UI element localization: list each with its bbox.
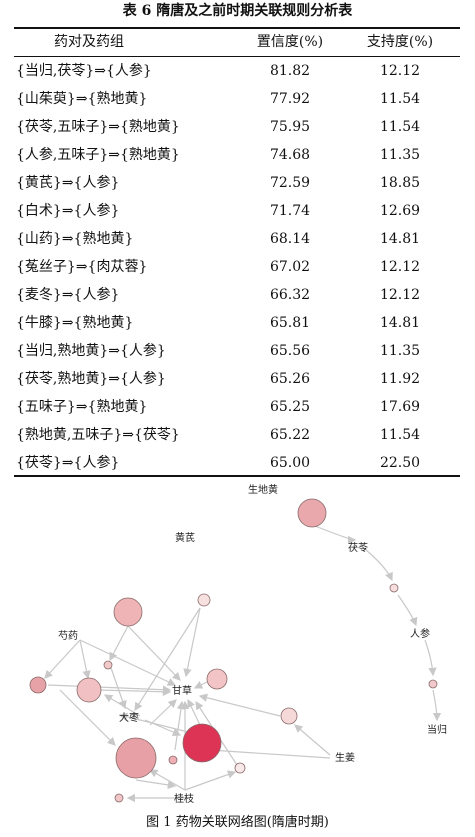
header-cell: 支持度(%)	[366, 34, 434, 50]
header-cell: 置信度(%)	[256, 34, 324, 50]
table-cell: {菟丝子}⇒{肉苁蓉}	[16, 259, 148, 275]
table-title: 表 6 隋唐及之前时期关联规则分析表	[122, 3, 353, 19]
table-cell: 65.22	[269, 427, 311, 443]
table-cell: 12.12	[379, 63, 421, 79]
table-cell: 81.82	[269, 63, 311, 79]
node	[297, 498, 327, 528]
table-cell: 66.32	[269, 287, 311, 303]
table-cell: 22.50	[379, 455, 421, 471]
bottom-rule	[14, 475, 460, 477]
table-cell: 14.81	[379, 231, 421, 247]
table-cell: {麦冬}⇒{人参}	[16, 287, 120, 303]
table-cell: 75.95	[269, 119, 311, 135]
header-rule	[14, 56, 460, 57]
table-cell: {五味子}⇒{熟地黄}	[16, 399, 148, 415]
table-cell: 11.54	[379, 119, 421, 135]
node-label: 茯苓	[348, 541, 368, 554]
table-cell: 67.02	[269, 259, 311, 275]
table-cell: 17.69	[379, 399, 421, 415]
table-cell: 12.12	[379, 287, 421, 303]
table-cell: 77.92	[269, 91, 311, 107]
table-cell: {当归,茯苓}⇒{人参}	[16, 63, 152, 79]
table-cell: 14.81	[379, 315, 421, 331]
table-cell: 65.81	[269, 315, 311, 331]
node	[197, 593, 211, 607]
node	[115, 737, 157, 779]
table-cell: {黄芪}⇒{人参}	[16, 175, 120, 191]
header-cell: 药对及药组	[54, 34, 124, 50]
node	[182, 723, 222, 763]
table-cell: {熟地黄,五味子}⇒{茯苓}	[16, 427, 180, 443]
table-cell: 71.74	[269, 203, 311, 219]
node	[29, 676, 47, 694]
node	[234, 762, 246, 774]
node-label: 当归	[427, 723, 447, 736]
node-label: 芍药	[58, 629, 78, 642]
table-cell: 68.14	[269, 231, 311, 247]
node-label: 桂枝	[174, 792, 194, 805]
table-cell: {牛膝}⇒{熟地黄}	[16, 315, 134, 331]
table-cell: 12.69	[379, 203, 421, 219]
table-cell: 18.85	[379, 175, 421, 191]
node-label: 生姜	[335, 751, 355, 764]
table-cell: 11.54	[379, 427, 421, 443]
node-label: 大枣	[119, 711, 139, 724]
table-cell: 65.26	[269, 371, 311, 387]
node	[168, 755, 178, 765]
top-rule	[14, 27, 460, 29]
node	[428, 679, 438, 689]
table-cell: {茯苓}⇒{人参}	[16, 455, 120, 471]
table-cell: {茯苓,熟地黄}⇒{人参}	[16, 371, 166, 387]
table-cell: {山药}⇒{熟地黄}	[16, 231, 134, 247]
table-cell: 74.68	[269, 147, 311, 163]
table-cell: {茯苓,五味子}⇒{熟地黄}	[16, 119, 180, 135]
table-cell: 11.35	[379, 147, 421, 163]
figure-caption: 图 1 药物关联网络图(隋唐时期)	[146, 815, 329, 830]
node	[103, 660, 113, 670]
node-label: 甘草	[172, 684, 192, 697]
node	[206, 668, 228, 690]
nodes	[29, 498, 438, 803]
node-label: 人参	[410, 627, 430, 640]
node-label: 生地黄	[248, 483, 278, 496]
table-cell: {人参,五味子}⇒{熟地黄}	[16, 147, 180, 163]
table-cell: 72.59	[269, 175, 311, 191]
edges	[44, 521, 442, 803]
table-cell: {当归,熟地黄}⇒{人参}	[16, 343, 166, 359]
table-cell: 65.00	[269, 455, 311, 471]
table-cell: 11.54	[379, 91, 421, 107]
table-cell: {山茱萸}⇒{熟地黄}	[16, 91, 148, 107]
table-cell: 12.12	[379, 259, 421, 275]
table-cell: 11.35	[379, 343, 421, 359]
node	[76, 677, 102, 703]
table-cell: {白术}⇒{人参}	[16, 203, 120, 219]
table-cell: 11.92	[379, 371, 421, 387]
node	[280, 707, 298, 725]
table-cell: 65.25	[269, 399, 311, 415]
node-label: 黄芪	[175, 531, 195, 544]
node	[114, 793, 124, 803]
table-cell: 65.56	[269, 343, 311, 359]
node	[389, 583, 399, 593]
node	[113, 597, 143, 627]
